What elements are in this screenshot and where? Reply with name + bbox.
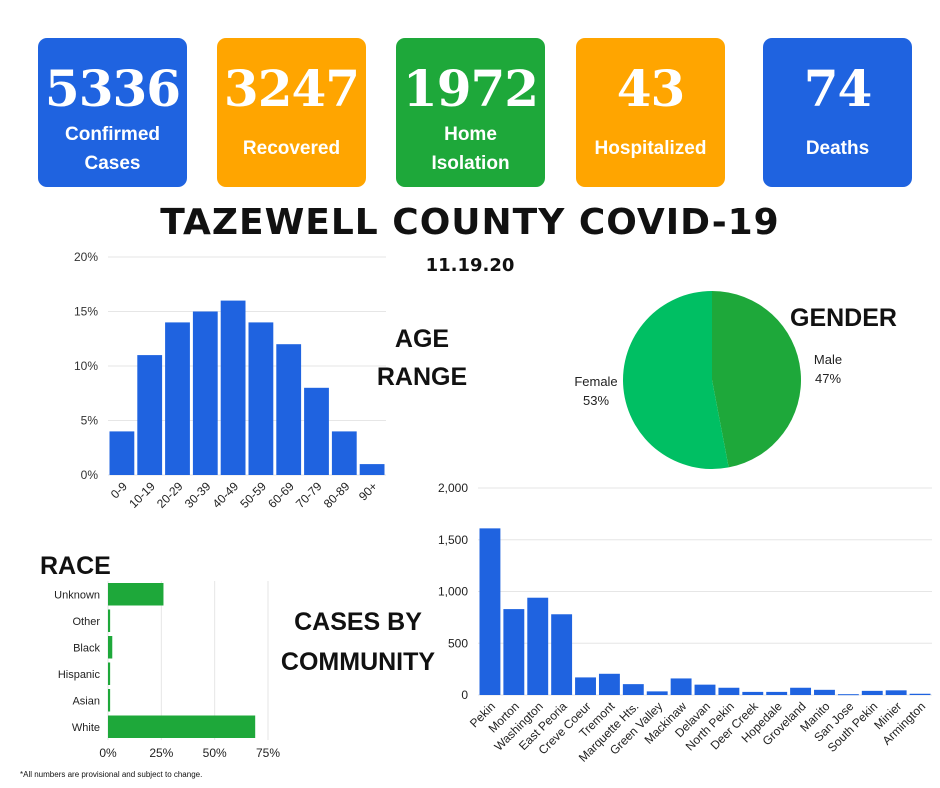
race-xtick-label: 50% — [203, 746, 227, 760]
age-bar — [359, 464, 385, 475]
community-title: CASES BY COMMUNITY — [270, 602, 446, 682]
race-bar — [108, 583, 164, 606]
community-bar — [909, 693, 931, 695]
report-date: 11.19.20 — [425, 255, 515, 276]
race-xtick-label: 75% — [256, 746, 280, 760]
community-bar — [742, 691, 764, 695]
stat-value: 3247 — [223, 59, 360, 118]
stat-recovered: 3247 Recovered — [217, 38, 366, 187]
community-bar — [551, 614, 573, 695]
race-category-label: Asian — [72, 695, 100, 707]
stat-label: Home Isolation — [431, 124, 510, 174]
age-bar — [192, 311, 218, 475]
community-bar — [790, 687, 812, 695]
age-category-label: 90+ — [356, 479, 380, 503]
community-bar — [814, 689, 835, 695]
age-bar — [165, 322, 190, 475]
age-range-title: AGE RANGE — [370, 320, 474, 396]
race-bar — [108, 662, 111, 685]
age-category-label: 70-79 — [293, 479, 325, 511]
community-ytick-label: 1,500 — [438, 533, 468, 547]
gender-male-percent: 47% — [815, 371, 841, 386]
race-bar — [108, 715, 256, 738]
community-bar — [766, 691, 788, 695]
community-bar — [694, 684, 716, 695]
age-category-label: 60-69 — [265, 479, 297, 511]
race-category-label: Unknown — [54, 589, 100, 601]
stat-deaths: 74 Deaths — [763, 38, 912, 187]
race-bar — [108, 689, 111, 712]
age-ytick-label: 0% — [81, 468, 99, 482]
age-category-label: 0-9 — [108, 479, 130, 501]
stat-home-isolation: 1972 Home Isolation — [396, 38, 545, 187]
race-bar — [108, 636, 113, 659]
stat-label: Deaths — [805, 138, 870, 159]
stat-hospitalized: 43 Hospitalized — [576, 38, 725, 187]
community-ytick-label: 2,000 — [438, 481, 468, 495]
gender-pie-slice — [623, 291, 729, 469]
gender-male-label: Male — [814, 352, 842, 367]
race-title: RACE — [40, 552, 111, 580]
race-category-label: Black — [73, 642, 100, 654]
age-category-label: 10-19 — [126, 479, 158, 511]
community-ytick-label: 1,000 — [438, 585, 468, 599]
community-bar — [622, 684, 644, 695]
community-bar — [670, 678, 692, 695]
age-bar — [304, 387, 329, 475]
community-ytick-label: 500 — [448, 636, 468, 650]
age-category-label: 50-59 — [237, 479, 269, 511]
age-category-label: 40-49 — [210, 479, 242, 511]
community-bar — [861, 690, 883, 695]
community-bar — [598, 673, 620, 695]
stat-value: 43 — [616, 59, 686, 118]
community-bar — [885, 690, 907, 695]
community-bar — [527, 597, 549, 695]
age-range-title-line2: RANGE — [376, 363, 468, 391]
page-title: TAZEWELL COUNTY COVID-19 — [160, 202, 780, 243]
age-bar — [276, 344, 302, 475]
age-category-label: 30-39 — [182, 479, 214, 511]
gender-pie-slice — [712, 291, 802, 468]
community-bar — [837, 694, 859, 696]
stat-label: Hospitalized — [594, 138, 707, 159]
age-bar — [248, 322, 274, 475]
gender-title: GENDER — [790, 304, 897, 332]
stat-value: 5336 — [44, 59, 181, 118]
age-ytick-label: 15% — [74, 305, 98, 319]
community-bar — [503, 609, 525, 695]
stat-label: Confirmed Cases — [65, 124, 160, 174]
age-ytick-label: 10% — [74, 359, 98, 373]
age-bar — [220, 300, 246, 475]
stat-value: 74 — [803, 59, 873, 118]
race-xtick-label: 25% — [149, 746, 173, 760]
age-bar — [137, 355, 163, 475]
race-category-label: White — [72, 722, 100, 734]
age-ytick-label: 5% — [81, 414, 99, 428]
stat-label: Recovered — [242, 138, 341, 159]
age-bar — [331, 431, 357, 475]
age-range-title-line1: AGE — [394, 325, 450, 353]
community-bar — [479, 528, 501, 695]
community-title-line2: COMMUNITY — [280, 648, 436, 676]
gender-female-percent: 53% — [583, 393, 609, 408]
race-category-label: Hispanic — [58, 669, 101, 681]
age-ytick-label: 20% — [74, 250, 98, 264]
race-bar — [108, 609, 111, 632]
community-bar — [575, 677, 596, 695]
footnote: *All numbers are provisional and subject… — [20, 770, 203, 779]
community-ytick-label: 0 — [461, 688, 468, 702]
age-category-label: 20-29 — [154, 479, 186, 511]
community-bar — [718, 687, 740, 695]
age-bar — [109, 431, 135, 475]
race-xtick-label: 0% — [99, 746, 117, 760]
stat-confirmed-cases: 5336 Confirmed Cases — [38, 38, 187, 187]
community-title-line1: CASES BY — [294, 608, 422, 636]
gender-female-label: Female — [574, 374, 617, 389]
stat-value: 1972 — [402, 59, 539, 118]
age-category-label: 80-89 — [321, 479, 353, 511]
community-bar — [646, 691, 668, 695]
race-category-label: Other — [72, 616, 100, 628]
